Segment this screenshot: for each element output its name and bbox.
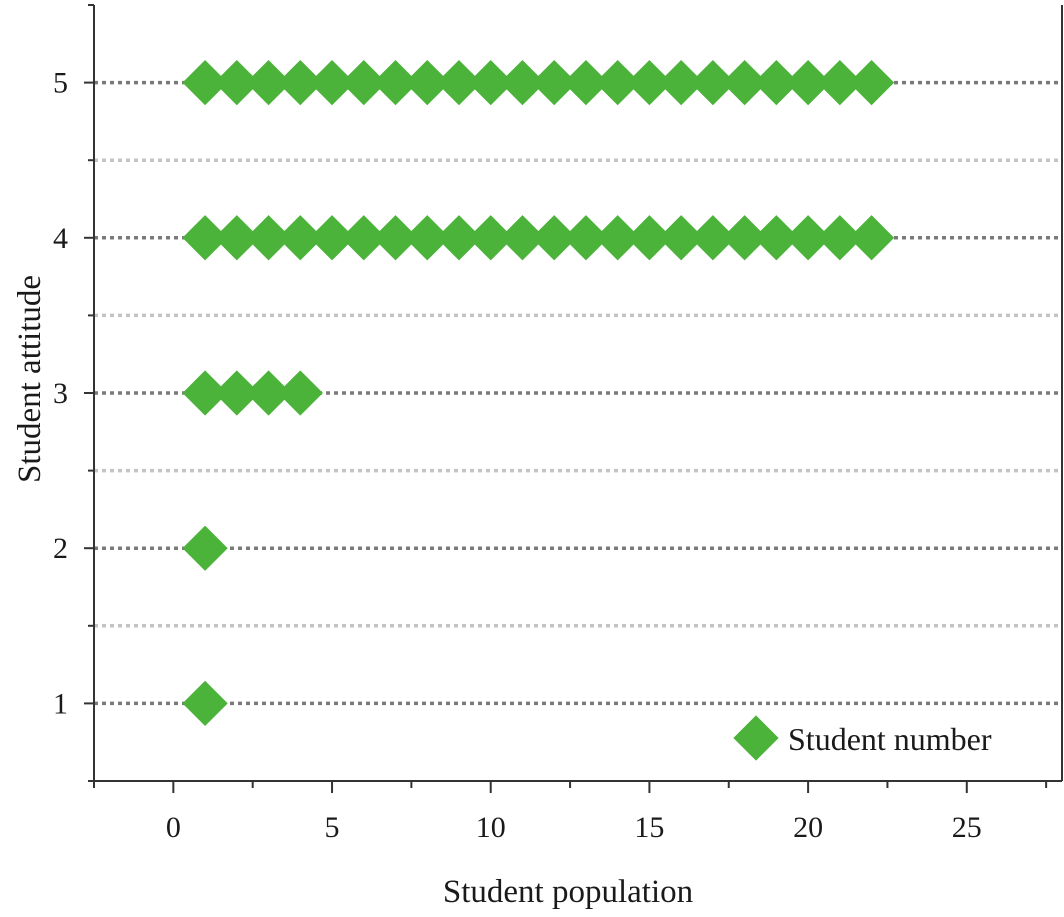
data-point-diamond xyxy=(182,680,228,727)
legend: Student number xyxy=(733,715,992,761)
x-axis-title: Student population xyxy=(443,874,693,910)
data-point-diamond xyxy=(848,59,895,106)
y-axis-title: Student attitude xyxy=(12,275,48,483)
data-point-diamond xyxy=(182,215,228,261)
data-point-diamond xyxy=(182,525,228,571)
y-tick-label: 4 xyxy=(53,222,68,255)
x-tick-label: 0 xyxy=(166,811,181,844)
y-tick-label: 3 xyxy=(53,377,68,410)
x-tick-label: 25 xyxy=(952,811,982,844)
y-tick-label: 1 xyxy=(53,687,68,720)
y-tick-label: 5 xyxy=(53,67,68,100)
data-point-diamond xyxy=(848,215,895,261)
x-tick-label: 20 xyxy=(793,811,823,844)
data-point-diamond xyxy=(277,370,323,416)
data-point-diamond xyxy=(214,215,260,261)
data-point-diamond xyxy=(214,59,260,106)
x-tick-label: 5 xyxy=(325,811,340,844)
y-tick-label: 2 xyxy=(53,532,68,565)
ticks: 1 2 3 4 5 0 5 10 15 20 25 xyxy=(53,4,1048,844)
x-tick-label: 10 xyxy=(476,811,506,844)
x-tick-label: 15 xyxy=(634,811,664,844)
legend-label: Student number xyxy=(788,721,992,757)
legend-marker-diamond xyxy=(733,715,779,761)
data-point-diamond xyxy=(182,59,228,106)
